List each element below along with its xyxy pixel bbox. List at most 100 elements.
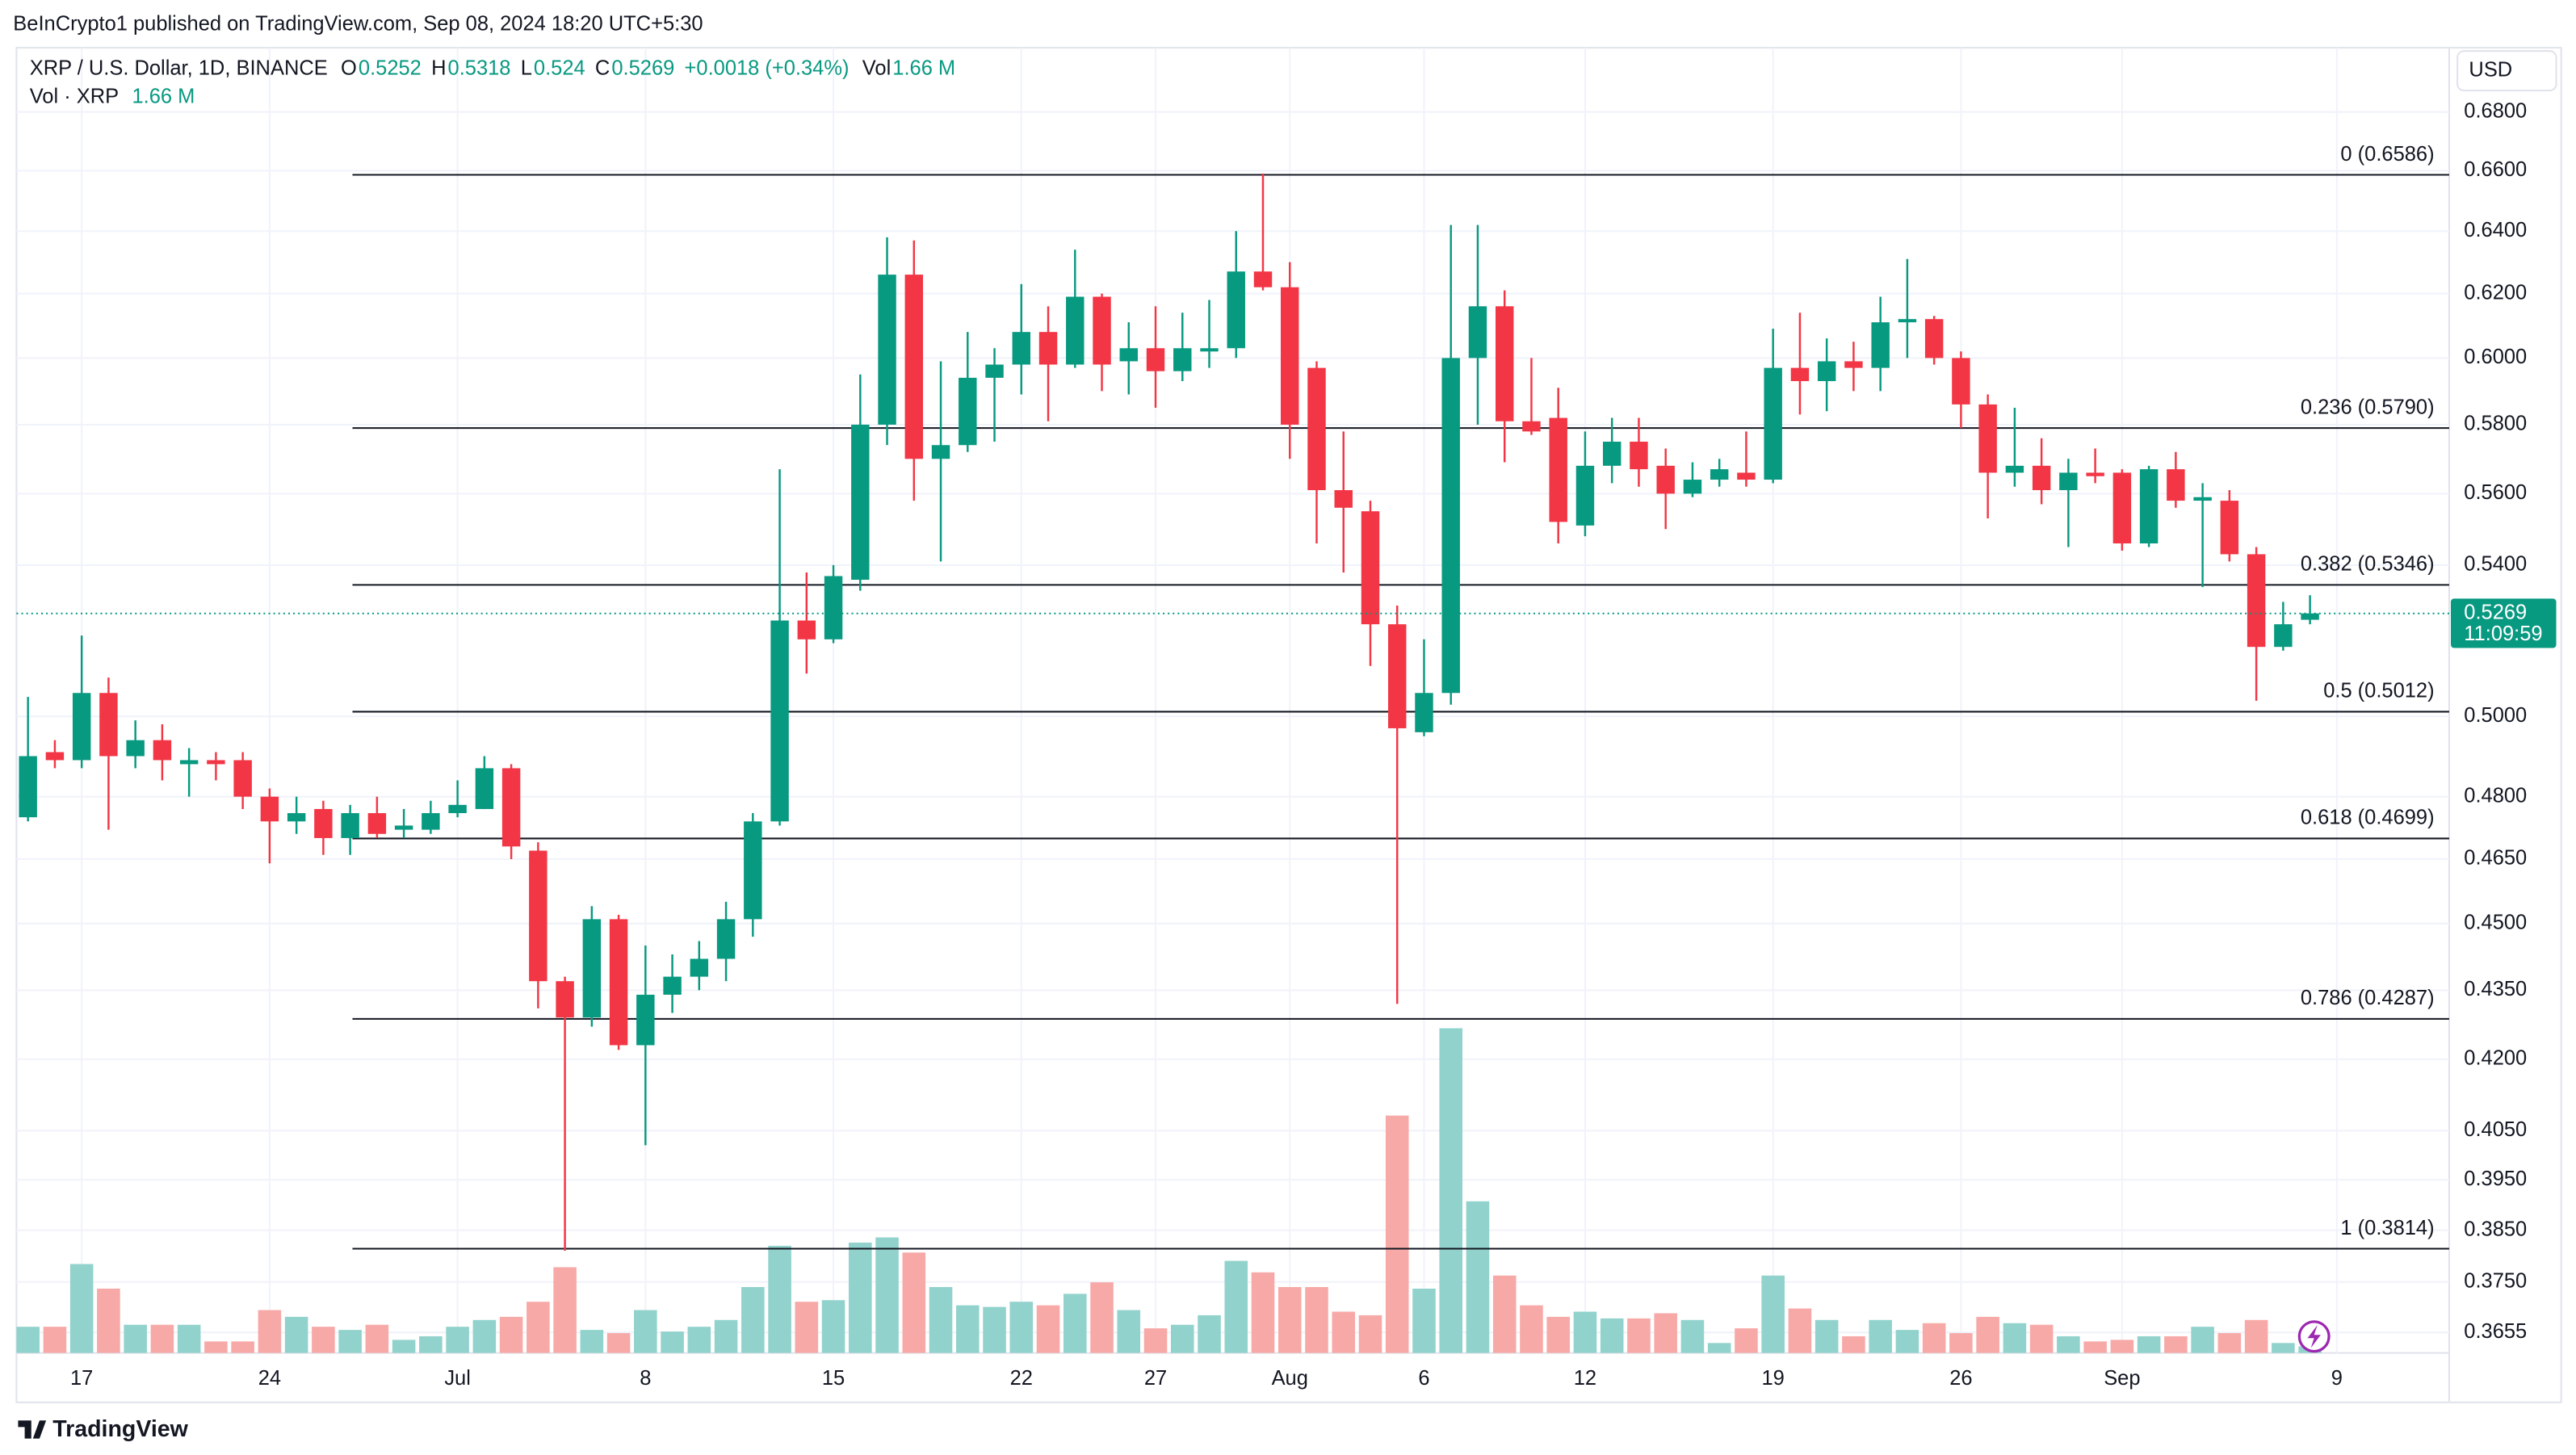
candle-body xyxy=(1575,465,1595,526)
candle-body xyxy=(448,804,467,814)
currency-label[interactable]: USD xyxy=(2469,58,2512,81)
volume-bar xyxy=(2057,1335,2080,1353)
legend-item: Vol xyxy=(862,57,891,79)
volume-bar xyxy=(1385,1115,1409,1353)
candle-body xyxy=(179,760,199,765)
x-tick-label: 8 xyxy=(640,1367,651,1390)
candle-body xyxy=(1710,469,1729,480)
x-tick-label: Jul xyxy=(444,1367,471,1390)
candle-body xyxy=(2247,554,2266,648)
fib-label: 0.236 (0.5790) xyxy=(2301,396,2435,418)
candle-body xyxy=(367,813,387,834)
chart-frame xyxy=(15,47,2562,1403)
candle-body xyxy=(2193,497,2212,501)
volume-bar xyxy=(446,1327,469,1353)
y-tick-label: 0.6000 xyxy=(2464,346,2527,368)
candle-body xyxy=(1790,367,1810,381)
volume-bar xyxy=(150,1324,174,1353)
volume-bar xyxy=(2217,1333,2242,1353)
volume-bar xyxy=(741,1287,765,1353)
volume-bar xyxy=(1627,1318,1651,1353)
volume-bar xyxy=(1735,1328,1758,1353)
x-tick-label: 26 xyxy=(1949,1367,1972,1390)
x-tick-label: 24 xyxy=(258,1367,281,1390)
fib-label: 0.786 (0.4287) xyxy=(2301,987,2435,1009)
candle-body xyxy=(1468,306,1487,359)
volume-bar xyxy=(1869,1319,1892,1353)
axes: 0.6800 0.6600 0.6400 0.6200 0.6000 0.5800 0.56… xyxy=(70,99,2557,1390)
candle-body xyxy=(744,821,762,920)
fib-retracement: 0 (0.6586) 0.236 (0.5790) 0.382 (0.5346) 0.… xyxy=(352,143,2449,1250)
volume-bar xyxy=(124,1324,147,1353)
volume-bar xyxy=(312,1327,335,1353)
candle-body xyxy=(1441,358,1460,694)
candle-body xyxy=(582,919,602,1018)
candle-body xyxy=(1361,511,1380,625)
volume-bar xyxy=(1358,1315,1382,1353)
candle-body xyxy=(2005,465,2024,473)
candle-body xyxy=(2059,472,2078,491)
candle-body xyxy=(1683,480,1702,494)
fib-label: 0 (0.6586) xyxy=(2340,143,2434,166)
volume-bar xyxy=(2029,1324,2054,1353)
volume-bar xyxy=(1412,1288,1436,1353)
candle-body xyxy=(1307,367,1326,491)
volume-bar xyxy=(1842,1335,1865,1353)
brand-name: TradingView xyxy=(52,1416,188,1442)
currency-button[interactable] xyxy=(2456,50,2557,92)
legend-item: C xyxy=(595,57,610,79)
volume-bar xyxy=(2137,1335,2161,1353)
y-tick-label: 0.4650 xyxy=(2464,847,2527,870)
volume-bar xyxy=(902,1252,926,1353)
candle-body xyxy=(1093,296,1111,365)
candle-body xyxy=(2032,465,2051,491)
x-tick-label: 15 xyxy=(822,1367,845,1390)
candle-body xyxy=(556,981,574,1018)
volume-bar xyxy=(43,1327,67,1353)
candle-body xyxy=(1924,319,1944,359)
volume-bar xyxy=(1143,1328,1168,1353)
y-tick-label: 0.4200 xyxy=(2464,1047,2527,1070)
candle-body xyxy=(72,693,91,761)
candle-body xyxy=(1952,358,1970,405)
candle-body xyxy=(287,813,306,822)
legend-item: L xyxy=(521,57,532,79)
y-tick-label: 0.6600 xyxy=(2464,158,2527,181)
volume-bar xyxy=(1439,1028,1462,1353)
candle-body xyxy=(422,813,440,830)
volume-pane xyxy=(16,1028,2322,1353)
volume-bar xyxy=(2003,1323,2027,1353)
candle-body xyxy=(1200,348,1219,352)
legend-item: O xyxy=(341,57,357,79)
candle-body xyxy=(690,958,709,977)
volume-bar xyxy=(1466,1201,1490,1353)
candle-body xyxy=(1038,332,1058,365)
candle-body xyxy=(663,976,682,995)
volume-bar xyxy=(1976,1316,1999,1353)
candle-body xyxy=(959,377,977,446)
volume-bar xyxy=(258,1310,282,1353)
volume-bar xyxy=(1090,1282,1114,1353)
legend-item: H xyxy=(431,57,446,79)
candle-body xyxy=(931,445,950,459)
candle-body xyxy=(260,796,279,822)
volume-bar xyxy=(97,1288,120,1353)
candle-body xyxy=(1415,693,1433,732)
volume-bar xyxy=(1332,1311,1356,1353)
volume-bar xyxy=(849,1242,872,1353)
candle-body xyxy=(341,813,359,838)
candle-body xyxy=(851,424,870,581)
y-tick-label: 0.5600 xyxy=(2464,481,2527,504)
volume-bar xyxy=(1251,1272,1275,1353)
volume-bar xyxy=(204,1341,228,1353)
volume-bar xyxy=(69,1264,94,1353)
volume-bar xyxy=(1117,1310,1141,1353)
fib-label: 0.382 (0.5346) xyxy=(2301,553,2435,576)
volume-bar xyxy=(768,1245,791,1353)
candle-body xyxy=(1173,348,1192,371)
candle-body xyxy=(797,620,816,639)
x-tick-label: Aug xyxy=(1272,1367,1308,1390)
alert-icon-bolt xyxy=(2307,1324,2321,1348)
y-tick-label: 0.4050 xyxy=(2464,1118,2527,1141)
